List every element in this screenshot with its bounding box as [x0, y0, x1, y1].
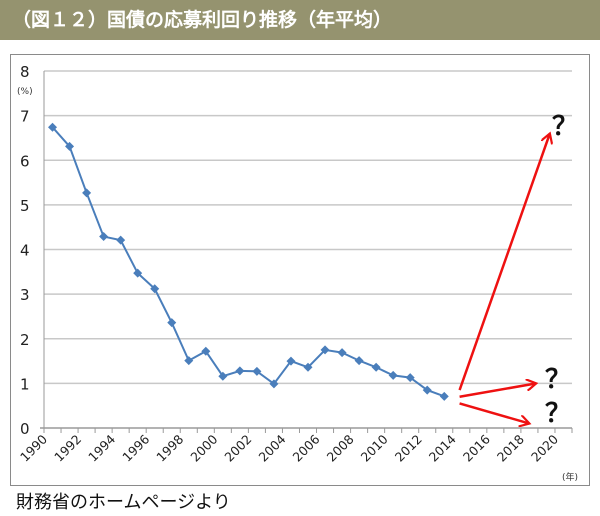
x-tick-label: 2014 [426, 431, 459, 464]
x-tick-label: 2004 [255, 431, 288, 464]
data-point [235, 366, 245, 376]
series-line [51, 126, 445, 398]
data-point [99, 232, 109, 242]
data-point [269, 379, 279, 389]
chart-frame [10, 54, 590, 486]
forecast-arrow [458, 133, 550, 391]
x-tick-label: 2006 [290, 431, 323, 464]
data-point [65, 141, 75, 151]
data-point [48, 122, 58, 132]
data-point [422, 385, 432, 395]
x-tick-label: 2016 [460, 431, 493, 464]
question-mark-label: ？ [545, 399, 571, 429]
x-tick-label: 2008 [324, 431, 357, 464]
y-tick-label: 4 [20, 242, 30, 260]
x-tick-label: 2018 [494, 431, 527, 464]
data-point [371, 362, 381, 372]
y-tick-label: 2 [20, 331, 30, 349]
x-tick-label: 1994 [85, 431, 118, 464]
x-tick-label: 1998 [153, 431, 186, 464]
source-note: 財務省のホームページより [16, 492, 231, 513]
x-tick-label: 1992 [51, 432, 84, 465]
data-point [405, 373, 415, 383]
y-tick-label: 5 [20, 197, 30, 215]
data-point [320, 345, 330, 355]
data-point [167, 318, 177, 328]
data-point [439, 391, 449, 401]
data-point [133, 268, 143, 278]
data-point [218, 371, 228, 381]
y-tick-label: 6 [20, 152, 30, 170]
x-tick-label: 2002 [221, 432, 254, 465]
data-point [252, 366, 262, 376]
x-tick-label: 2012 [392, 432, 425, 465]
y-tick-label: 0 [20, 420, 30, 438]
data-point [201, 346, 211, 356]
question-mark-label: ？ [545, 365, 571, 395]
x-tick-label: 2020 [528, 431, 561, 464]
data-point [184, 356, 194, 366]
x-axis-unit: (年) [562, 471, 578, 483]
question-mark-label: ？ [552, 112, 578, 142]
y-tick-label: 8 [20, 63, 30, 81]
y-tick-label: 1 [20, 375, 30, 393]
data-point [150, 284, 160, 294]
forecast-arrow [459, 402, 530, 423]
data-point [116, 235, 126, 245]
y-axis-unit: (%) [17, 87, 33, 97]
data-point [388, 370, 398, 380]
y-tick-label: 7 [20, 108, 30, 126]
x-tick-label: 2000 [187, 431, 220, 464]
data-point [286, 356, 296, 366]
x-tick-label: 1996 [119, 431, 152, 464]
data-point [337, 348, 347, 358]
forecast-arrow [459, 383, 537, 398]
x-tick-label: 2010 [358, 431, 391, 464]
data-point [82, 188, 92, 198]
y-tick-label: 3 [20, 286, 30, 304]
data-point [354, 356, 364, 366]
data-point [303, 362, 313, 372]
chart-title-banner: （図１２）国債の応募利回り推移（年平均） [0, 0, 600, 40]
chart-title: （図１２）国債の応募利回り推移（年平均） [12, 9, 393, 31]
